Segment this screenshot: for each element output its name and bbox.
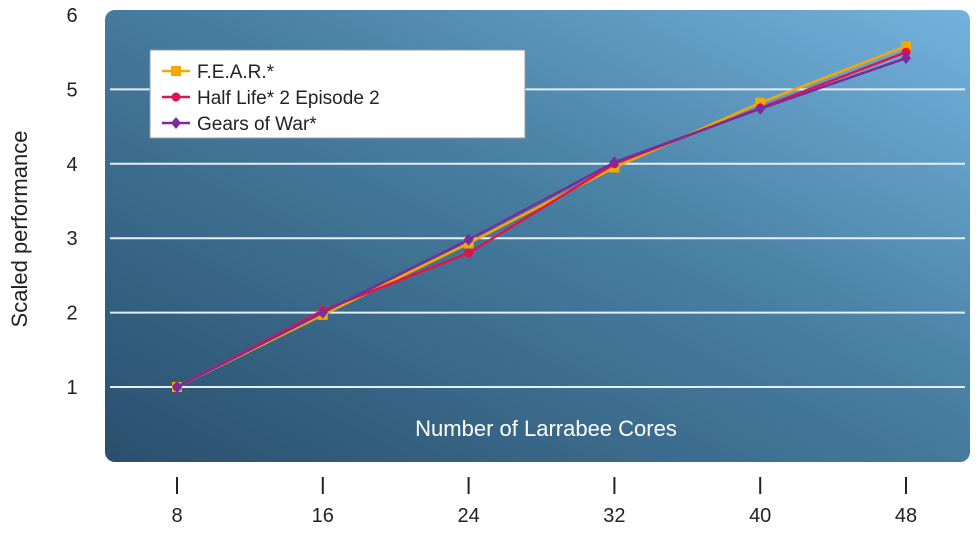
x-axis-title: Number of Larrabee Cores: [415, 416, 677, 441]
legend-label: Half Life* 2 Episode 2: [197, 88, 380, 109]
legend-item: Half Life* 2 Episode 2: [162, 88, 380, 109]
x-tick-label: 48: [895, 505, 917, 527]
legend-item: Gears of War*: [162, 114, 317, 135]
legend: F.E.A.R.* Half Life* 2 Episode 2 Gears of …: [149, 49, 526, 139]
legend-label: F.E.A.R.*: [197, 62, 275, 83]
data-point: [755, 102, 766, 115]
x-tick-label: 40: [749, 505, 771, 527]
data-point: [172, 381, 182, 393]
gridlines: [110, 88, 965, 388]
y-tick-label: 1: [66, 377, 77, 399]
y-axis-ticks: 1 2 3 4 5 6: [66, 5, 77, 399]
x-axis-ticks: 8 16 24 32 40 48: [171, 477, 917, 527]
series-line: [176, 56, 907, 389]
legend-swatch-marker: [171, 66, 181, 76]
series-lines: [172, 41, 911, 393]
data-point: [464, 248, 474, 258]
x-tick-label: 8: [171, 505, 182, 527]
series-line: [176, 45, 907, 389]
x-tick-label: 32: [603, 505, 625, 527]
data-point: [317, 306, 328, 319]
data-point: [901, 52, 911, 65]
series-gears-of-war: [172, 52, 911, 393]
y-tick-label: 4: [66, 154, 77, 176]
data-point: [463, 233, 474, 246]
data-point: [609, 156, 620, 169]
y-tick-label: 2: [66, 303, 77, 325]
x-tick-label: 24: [457, 505, 479, 527]
legend-swatch-marker: [171, 117, 181, 129]
y-tick-label: 3: [66, 228, 77, 250]
legend-label: Gears of War*: [197, 114, 317, 135]
series-line: [176, 51, 907, 389]
data-point: [901, 41, 911, 52]
x-tick-label: 16: [312, 505, 334, 527]
y-tick-label: 6: [66, 5, 77, 27]
legend-box: [149, 49, 526, 139]
y-tick-label: 5: [66, 79, 77, 101]
legend-item: F.E.A.R.*: [162, 62, 275, 83]
y-axis-title: Scaled performance: [7, 131, 32, 328]
legend-swatch-marker: [171, 92, 181, 102]
